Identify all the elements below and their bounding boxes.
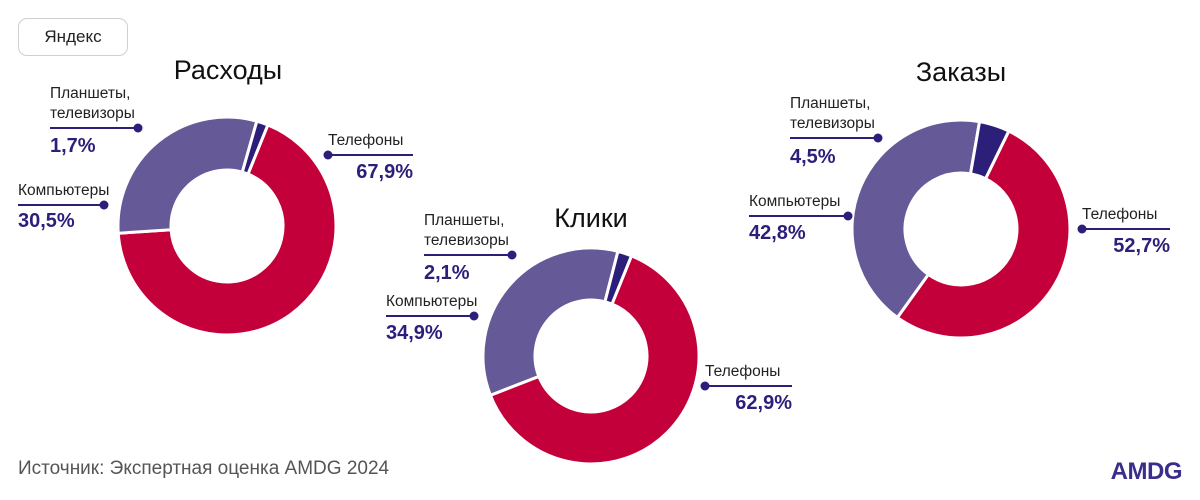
slice-orders-phones <box>895 129 1072 340</box>
label-spend-tablets-name-2: телевизоры <box>50 105 135 122</box>
label-clicks-phones-name: Телефоны <box>705 363 780 380</box>
leader-dot-orders-tablets <box>873 133 883 143</box>
leader-dot-spend-computers <box>99 200 109 210</box>
slice-clicks-computers <box>481 246 620 398</box>
leader-dot-clicks-tablets <box>507 250 517 260</box>
label-orders-tablets-name-2: телевизоры <box>790 115 875 132</box>
leader-dot-spend-tablets <box>133 123 143 133</box>
chart-title-orders: Заказы <box>916 57 1006 87</box>
label-orders-computers-name: Компьютеры <box>749 193 840 210</box>
value-label-orders-tablets: 4,5% <box>790 146 836 168</box>
slice-spend-tablets <box>240 119 270 177</box>
value-label-clicks-tablets: 2,1% <box>424 262 470 284</box>
value-label-orders-computers: 42,8% <box>749 222 806 244</box>
slice-spend-phones <box>116 122 338 337</box>
slice-orders-computers <box>850 118 982 320</box>
source-note: Источник: Экспертная оценка AMDG 2024 <box>18 458 390 479</box>
value-label-clicks-computers: 34,9% <box>386 322 443 344</box>
chart-title-spend: Расходы <box>174 55 282 85</box>
value-label-spend-phones: 67,9% <box>356 161 413 183</box>
value-label-clicks-phones: 62,9% <box>735 392 792 414</box>
slice-orders-tablets <box>968 119 1011 181</box>
slice-clicks-tablets <box>603 249 634 307</box>
value-label-spend-tablets: 1,7% <box>50 135 96 157</box>
brand-tag: Яндекс <box>18 18 128 56</box>
label-orders-tablets-name-1: Планшеты, <box>790 95 870 112</box>
label-clicks-tablets-name-1: Планшеты, <box>424 212 504 229</box>
label-clicks-tablets-name-2: телевизоры <box>424 232 509 249</box>
value-label-orders-phones: 52,7% <box>1113 235 1170 257</box>
leader-dot-orders-phones <box>1077 224 1087 234</box>
value-label-spend-computers: 30,5% <box>18 210 75 232</box>
slice-clicks-phones <box>488 253 701 466</box>
label-spend-tablets-name-1: Планшеты, <box>50 85 130 102</box>
label-spend-computers-name: Компьютеры <box>18 182 109 199</box>
amdg-logo: AMDG <box>1110 458 1183 485</box>
label-spend-phones-name: Телефоны <box>328 132 403 149</box>
chart-title-clicks: Клики <box>554 203 627 233</box>
label-orders-phones-name: Телефоны <box>1082 206 1157 223</box>
leader-dot-clicks-phones <box>700 381 710 391</box>
slice-spend-computers <box>116 115 259 235</box>
leader-dot-orders-computers <box>843 211 853 221</box>
leader-dot-clicks-computers <box>469 311 479 321</box>
leader-dot-spend-phones <box>323 150 333 160</box>
label-clicks-computers-name: Компьютеры <box>386 293 477 310</box>
